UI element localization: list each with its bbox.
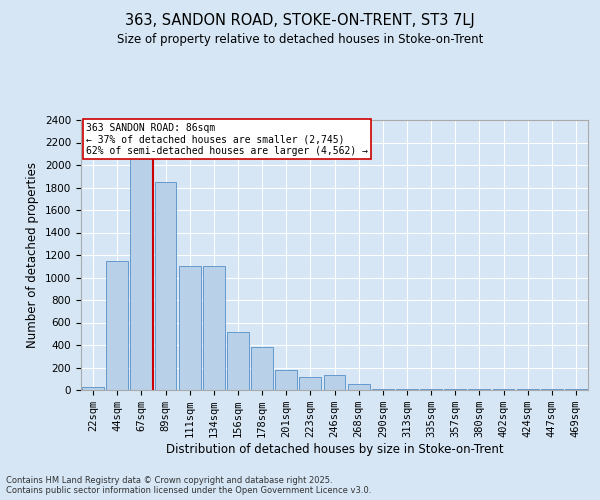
- Bar: [155, 182, 176, 390]
- Bar: [275, 370, 297, 390]
- Bar: [179, 266, 200, 390]
- Bar: [348, 384, 370, 390]
- Bar: [299, 377, 321, 390]
- Bar: [82, 387, 104, 390]
- Text: 363 SANDON ROAD: 86sqm
← 37% of detached houses are smaller (2,745)
62% of semi-: 363 SANDON ROAD: 86sqm ← 37% of detached…: [86, 122, 368, 156]
- Bar: [130, 154, 152, 390]
- Text: Contains HM Land Registry data © Crown copyright and database right 2025.
Contai: Contains HM Land Registry data © Crown c…: [6, 476, 371, 495]
- Bar: [227, 332, 249, 390]
- Bar: [251, 347, 273, 390]
- Bar: [396, 389, 418, 390]
- Bar: [323, 376, 346, 390]
- Bar: [203, 266, 224, 390]
- X-axis label: Distribution of detached houses by size in Stoke-on-Trent: Distribution of detached houses by size …: [166, 443, 503, 456]
- Bar: [372, 389, 394, 390]
- Text: Size of property relative to detached houses in Stoke-on-Trent: Size of property relative to detached ho…: [117, 32, 483, 46]
- Text: 363, SANDON ROAD, STOKE-ON-TRENT, ST3 7LJ: 363, SANDON ROAD, STOKE-ON-TRENT, ST3 7L…: [125, 12, 475, 28]
- Bar: [106, 260, 128, 390]
- Y-axis label: Number of detached properties: Number of detached properties: [26, 162, 40, 348]
